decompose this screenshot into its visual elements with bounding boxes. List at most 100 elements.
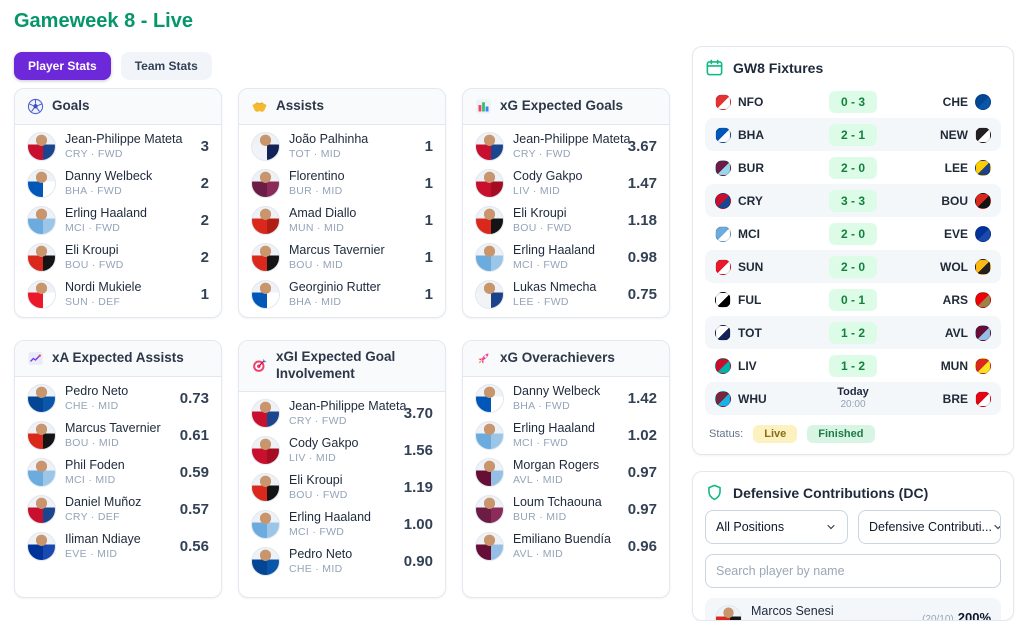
player-name: João Palhinha — [289, 132, 369, 147]
player-avatar — [475, 243, 504, 272]
stat-value: 3.67 — [627, 138, 657, 155]
player-stat-row[interactable]: Eli Kroupi BOU · FWD 2 — [27, 239, 209, 276]
player-stat-row[interactable]: Erling Haaland MCI · FWD 2 — [27, 202, 209, 239]
player-name: Eli Kroupi — [65, 243, 119, 258]
player-stat-row[interactable]: Florentino BUR · MID 1 — [251, 165, 433, 202]
player-stat-row[interactable]: Erling Haaland MCI · FWD 1.02 — [475, 417, 657, 454]
club-crest-away — [975, 159, 992, 176]
away-team: NEW — [940, 127, 969, 142]
page-title: Gameweek 8 - Live — [14, 10, 193, 32]
club-crest-away — [975, 390, 991, 407]
player-name: Erling Haaland — [289, 509, 371, 524]
player-stat-row[interactable]: Danny Welbeck BHA · FWD 1.42 — [475, 380, 657, 417]
player-stat-row[interactable]: Eli Kroupi BOU · FWD 1.18 — [475, 202, 657, 239]
player-stat-row[interactable]: Morgan Rogers AVL · MID 0.97 — [475, 454, 657, 491]
player-stat-row[interactable]: Cody Gakpo LIV · MID 1.56 — [251, 432, 433, 469]
player-name: Jean-Philippe Mateta — [513, 132, 631, 147]
club-crest-home — [715, 291, 731, 308]
player-stat-row[interactable]: Georginio Rutter BHA · MID 1 — [251, 276, 433, 313]
player-stat-row[interactable]: Erling Haaland MCI · FWD 0.98 — [475, 239, 657, 276]
fixture-row[interactable]: LIV 1 - 2 MUN — [705, 349, 1001, 382]
home-team: SUN — [738, 259, 764, 274]
player-stat-row[interactable]: Iliman Ndiaye EVE · MID 0.56 — [27, 528, 209, 565]
fixture-row[interactable]: NFO 0 - 3 CHE — [705, 85, 1001, 118]
home-team: FUL — [738, 292, 762, 307]
player-team-pos: BUR · MID — [513, 510, 567, 523]
player-stat-row[interactable]: Erling Haaland MCI · FWD 1.00 — [251, 506, 433, 543]
stat-value: 3.70 — [403, 404, 433, 422]
player-team-pos: LEE · FWD — [513, 295, 569, 308]
player-avatar — [251, 132, 280, 161]
player-stat-row[interactable]: Pedro Neto CHE · MID 0.90 — [251, 543, 433, 580]
fixture-row[interactable]: BUR 2 - 0 LEE — [705, 151, 1001, 184]
player-avatar — [27, 421, 56, 450]
player-stat-row[interactable]: Lukas Nmecha LEE · FWD 0.75 — [475, 276, 657, 313]
stat-value: 0.59 — [179, 464, 209, 481]
player-name: Cody Gakpo — [513, 169, 583, 184]
away-team: AVL — [944, 325, 969, 340]
player-avatar — [475, 421, 504, 450]
player-stat-row[interactable]: Cody Gakpo LIV · MID 1.47 — [475, 165, 657, 202]
position-filter-select[interactable]: All Positions — [705, 510, 848, 544]
club-crest-home — [715, 324, 731, 341]
shield-icon — [705, 483, 724, 502]
player-avatar — [475, 169, 504, 198]
card-title: Goals — [52, 98, 90, 114]
player-stat-row[interactable]: Nordi Mukiele SUN · DEF 1 — [27, 276, 209, 313]
stat-value: 0.56 — [179, 538, 209, 555]
player-team-pos: MCI · FWD — [65, 221, 121, 234]
player-stat-row[interactable]: Pedro Neto CHE · MID 0.73 — [27, 380, 209, 417]
fixtures-header: GW8 Fixtures — [705, 58, 1001, 77]
fixture-row[interactable]: TOT 1 - 2 AVL — [705, 316, 1001, 349]
fixture-row[interactable]: BHA 2 - 1 NEW — [705, 118, 1001, 151]
player-avatar — [251, 169, 280, 198]
player-avatar — [475, 132, 504, 161]
status-badge-live: Live — [753, 425, 798, 443]
player-stat-row[interactable]: Danny Welbeck BHA · FWD 2 — [27, 165, 209, 202]
player-name: Emiliano Buendía — [513, 532, 611, 547]
player-stat-row[interactable]: Phil Foden MCI · MID 0.59 — [27, 454, 209, 491]
away-team: LEE — [944, 160, 969, 175]
tab-player-stats[interactable]: Player Stats — [14, 52, 111, 80]
player-stat-row[interactable]: Marcus Tavernier BOU · MID 0.61 — [27, 417, 209, 454]
player-name: Morgan Rogers — [513, 458, 600, 473]
player-stat-row[interactable]: Jean-Philippe Mateta CRY · FWD 3 — [27, 128, 209, 165]
fixture-row[interactable]: WHU Today 20:00 BRE — [705, 382, 1001, 415]
club-crest-away — [975, 291, 992, 308]
player-stat-row[interactable]: Loum Tchaouna BUR · MID 0.97 — [475, 491, 657, 528]
card-header: Goals — [15, 89, 221, 125]
player-avatar — [27, 384, 56, 413]
stat-card-xg: xG Expected Goals Jean-Philippe Mateta CR… — [462, 88, 670, 318]
line-chart-icon — [27, 350, 44, 367]
player-team-pos: BHA · FWD — [65, 184, 122, 197]
player-team-pos: MCI · FWD — [513, 258, 569, 271]
player-avatar — [27, 495, 56, 524]
player-stat-row[interactable]: João Palhinha TOT · MID 1 — [251, 128, 433, 165]
player-stat-row[interactable]: Jean-Philippe Mateta CRY · FWD 3.67 — [475, 128, 657, 165]
player-stat-row[interactable]: Jean-Philippe Mateta CRY · FWD 3.70 — [251, 395, 433, 432]
player-stat-row[interactable]: Eli Kroupi BOU · FWD 1.19 — [251, 469, 433, 506]
fixture-row[interactable]: FUL 0 - 1 ARS — [705, 283, 1001, 316]
target-dart-icon — [251, 357, 268, 374]
player-search-input[interactable] — [705, 554, 1001, 588]
tab-team-stats[interactable]: Team Stats — [120, 52, 212, 80]
dc-player-row[interactable]: Marcos Senesi BOU · DEF (20/10)200% — [705, 598, 1001, 620]
card-title: xA Expected Assists — [52, 350, 184, 366]
chevron-down-icon — [992, 521, 1000, 533]
fixture-row[interactable]: CRY 3 - 3 BOU — [705, 184, 1001, 217]
fixture-row[interactable]: SUN 2 - 0 WOL — [705, 250, 1001, 283]
player-stat-row[interactable]: Amad Diallo MUN · MID 1 — [251, 202, 433, 239]
club-crest-home — [715, 93, 731, 110]
metric-filter-select[interactable]: Defensive Contributi... — [858, 510, 1001, 544]
player-avatar — [475, 495, 504, 524]
stat-value: 0.97 — [627, 464, 657, 481]
tab-bar: Player Stats Team Stats — [14, 52, 212, 80]
stat-value: 0.98 — [627, 249, 657, 266]
player-stat-row[interactable]: Daniel Muñoz CRY · DEF 0.57 — [27, 491, 209, 528]
player-stat-row[interactable]: Emiliano Buendía AVL · MID 0.96 — [475, 528, 657, 565]
fixture-row[interactable]: MCI 2 - 0 EVE — [705, 217, 1001, 250]
player-name: Phil Foden — [65, 458, 125, 473]
player-team-pos: LIV · MID — [289, 451, 337, 464]
player-name: Florentino — [289, 169, 345, 184]
player-stat-row[interactable]: Marcus Tavernier BOU · MID 1 — [251, 239, 433, 276]
